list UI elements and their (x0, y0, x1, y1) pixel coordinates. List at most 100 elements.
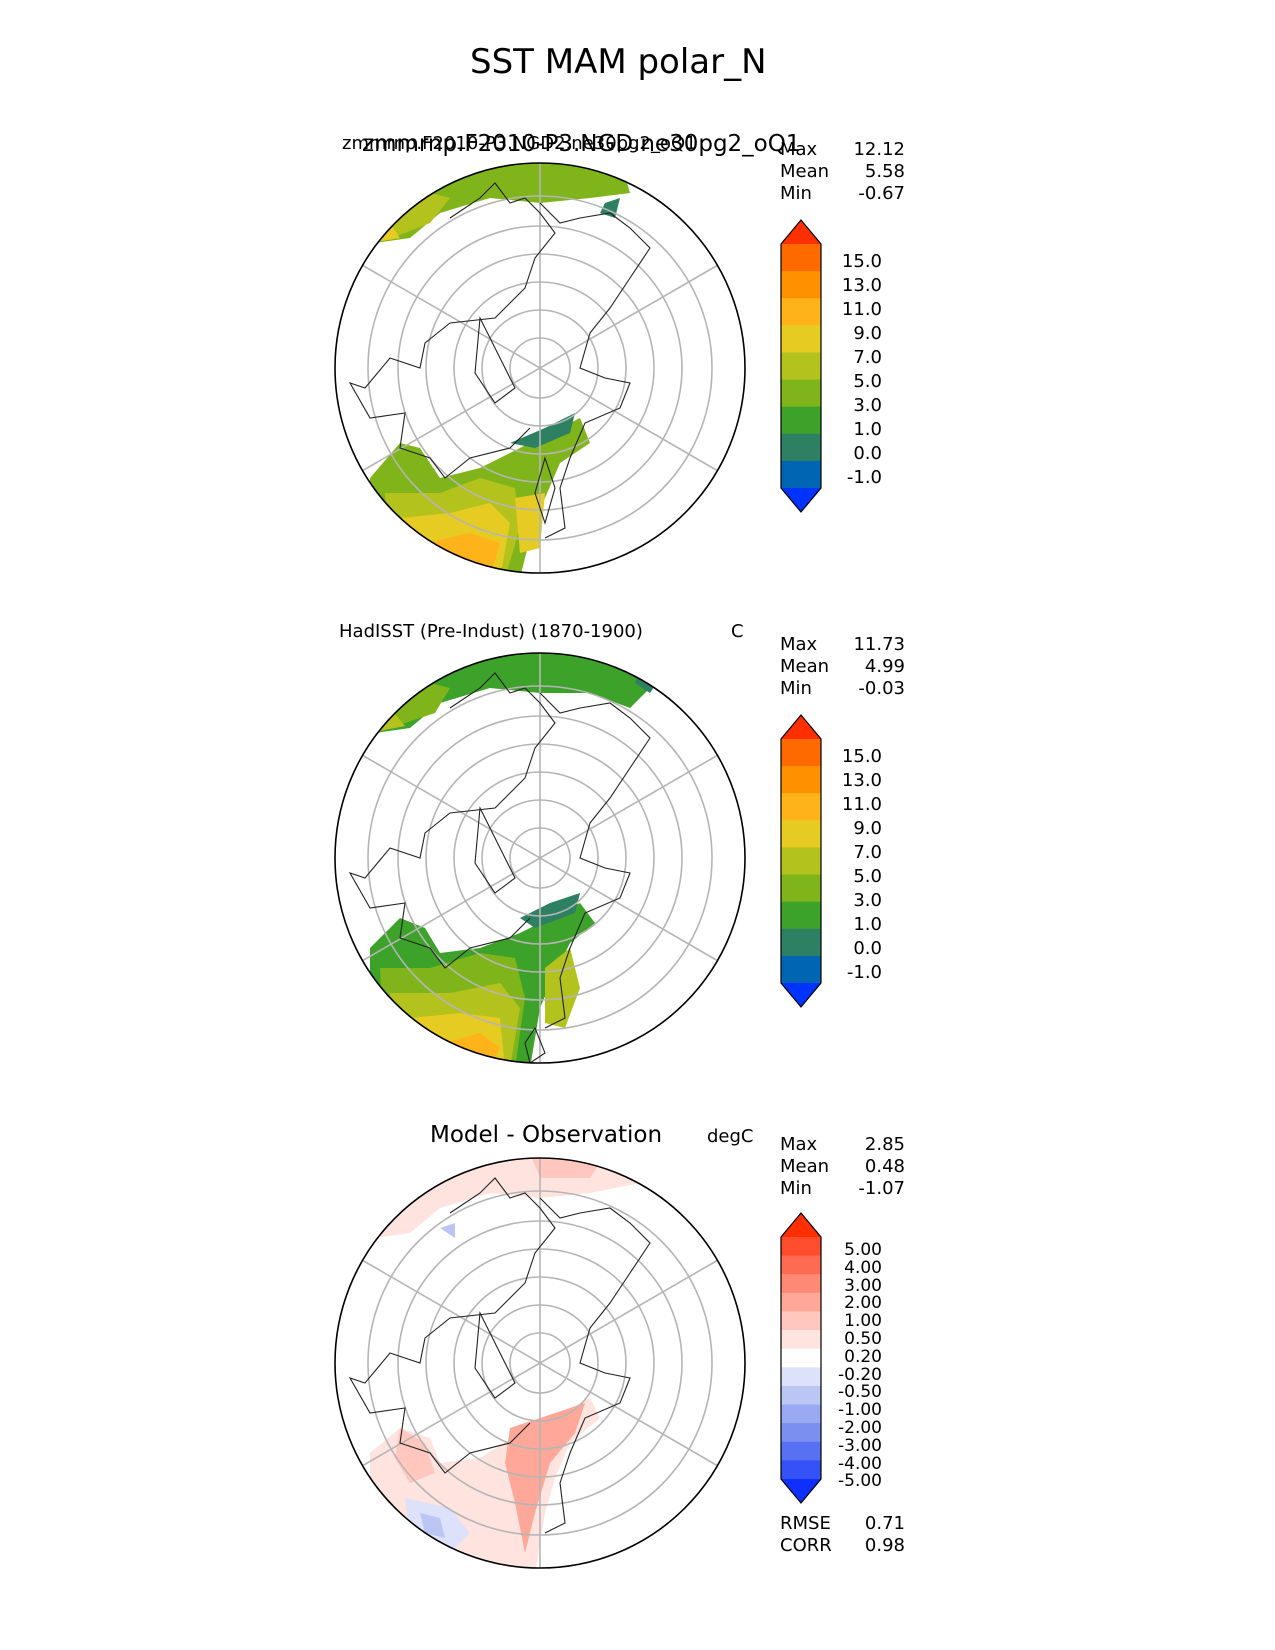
colorbar-segment (781, 1404, 821, 1424)
panel1-norway-cold (510, 413, 575, 448)
stat-label: Min (780, 183, 812, 204)
colorbar-label: 1.0 (853, 419, 882, 440)
colorbar-label: 3.00 (844, 1275, 882, 1296)
colorbar-extend-top (781, 715, 821, 739)
colorbar-label: -0.50 (838, 1382, 882, 1403)
colorbar-segment (781, 1460, 821, 1480)
colorbar-extend-bottom (781, 488, 821, 512)
colorbar-label: 0.50 (844, 1329, 882, 1349)
colorbar-extend-top (781, 1213, 821, 1237)
colorbar-label: 4.00 (844, 1257, 882, 1278)
panel3-units: degC (707, 1126, 754, 1147)
stat-value: 5.58 (864, 161, 905, 182)
metric-value: 0.98 (864, 1535, 905, 1556)
colorbar-extend-bottom (781, 1479, 821, 1503)
colorbar-label: 9.0 (853, 323, 882, 344)
colorbar-label: 2.00 (844, 1293, 882, 1314)
stat-label: Max (780, 634, 818, 655)
stat-label: Max (780, 139, 818, 160)
metric-label: CORR (780, 1535, 832, 1556)
panel1-baltic (515, 493, 545, 553)
colorbar-segment (781, 820, 821, 848)
stat-value: -1.07 (858, 1178, 905, 1199)
panel3-pacific-neg (440, 1223, 455, 1238)
colorbar-segment (781, 1441, 821, 1461)
colorbar-segment (781, 1274, 821, 1294)
colorbar-segment (781, 352, 821, 381)
stat-label: Min (780, 678, 812, 699)
colorbar-label: 3.0 (853, 395, 882, 416)
colorbar-segment (781, 406, 821, 435)
colorbar-label: -5.00 (838, 1471, 882, 1492)
panel3-center-title: Model - Observation (430, 1122, 663, 1148)
stat-value: -0.67 (858, 183, 905, 204)
colorbar-label: 11.0 (841, 794, 882, 815)
colorbar-label: -2.00 (838, 1418, 882, 1438)
panel3-atlantic-neg2 (420, 1513, 445, 1538)
colorbar-label: 5.0 (853, 371, 882, 392)
colorbar-segment (781, 433, 821, 462)
stat-value: 0.48 (864, 1156, 905, 1177)
colorbar-segment (781, 298, 821, 326)
colorbar-segment (781, 874, 821, 903)
colorbar-label: 11.0 (841, 299, 882, 320)
stat-label: Max (780, 1134, 818, 1155)
colorbar-segment (781, 901, 821, 930)
colorbar-label: 0.20 (844, 1346, 882, 1367)
stat-value: 11.73 (853, 634, 905, 655)
colorbar-label: 13.0 (841, 275, 882, 296)
colorbar-segment (781, 739, 821, 767)
panel1-colorbar (780, 219, 822, 513)
colorbar-label: 15.0 (841, 746, 882, 767)
colorbar-label: 13.0 (841, 770, 882, 791)
colorbar-segment (781, 1311, 821, 1331)
colorbar-label: 9.0 (853, 818, 882, 839)
stat-value: 2.85 (864, 1134, 905, 1155)
colorbar-label: 0.0 (853, 443, 882, 464)
colorbar-segment (781, 244, 821, 272)
stat-label: Mean (780, 656, 830, 677)
panel1-left-title-overlay: zmmrnp.F2010-P3.NGD.ne30pg2_oQ1 (362, 131, 801, 157)
panel3-map (334, 1157, 746, 1569)
colorbar-segment (781, 766, 821, 794)
colorbar-segment (781, 1423, 821, 1443)
colorbar-segment (781, 271, 821, 299)
stat-label: Min (780, 1178, 812, 1199)
colorbar-extend-bottom (781, 983, 821, 1007)
colorbar-segment (781, 1348, 821, 1368)
panel2-colorbar (780, 714, 822, 1008)
colorbar-label: 15.0 (841, 251, 882, 272)
colorbar-segment (781, 1292, 821, 1312)
colorbar-segment (781, 928, 821, 957)
panel3-colorbar (780, 1212, 822, 1504)
colorbar-label: 1.0 (853, 914, 882, 935)
stat-value: 12.12 (853, 139, 905, 160)
colorbar-label: -1.0 (846, 467, 882, 488)
colorbar-segment (781, 793, 821, 821)
stat-label: Mean (780, 1156, 830, 1177)
colorbar-outline (780, 219, 822, 513)
colorbar-label: -1.0 (846, 962, 882, 983)
stat-value: 4.99 (864, 656, 905, 677)
colorbar-segment (781, 379, 821, 408)
colorbar-label: 7.0 (853, 347, 882, 368)
colorbar-label: -1.00 (838, 1400, 882, 1421)
stat-value: -0.03 (858, 678, 905, 699)
panel1-stats: Max 12.12 Mean 5.58 Min -0.67 (780, 139, 905, 205)
colorbar-label: -0.20 (838, 1364, 882, 1385)
panel1-left-title: zmmrnp.F2010-P3.NGD2.ne30pg2_oQ1 (342, 133, 697, 154)
colorbar-segment (781, 460, 821, 489)
colorbar-segment (781, 1385, 821, 1406)
colorbar-outline (780, 714, 822, 1008)
colorbar-label: 5.00 (844, 1240, 882, 1260)
colorbar-label: 7.0 (853, 842, 882, 863)
panel1-map (334, 162, 746, 574)
figure-title: SST MAM polar_N (470, 42, 767, 82)
colorbar-outline (780, 1212, 822, 1504)
panel2-norway-cold (520, 893, 580, 928)
colorbar-label: -4.00 (838, 1453, 882, 1474)
colorbar-label: -3.00 (838, 1435, 882, 1456)
colorbar-label: 0.0 (853, 938, 882, 959)
colorbar-segment (781, 1330, 821, 1350)
metric-label: RMSE (780, 1513, 831, 1534)
